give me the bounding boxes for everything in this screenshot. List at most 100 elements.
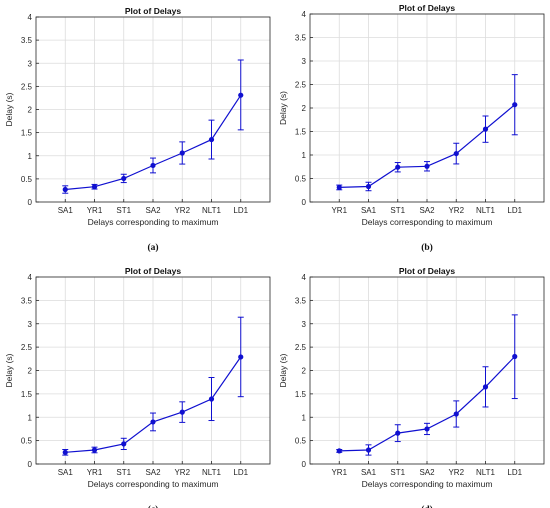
data-point (365, 183, 372, 190)
x-tick-label: LD1 (507, 206, 522, 215)
y-tick-label: 0.5 (21, 175, 33, 184)
x-tick-label: ST1 (116, 206, 131, 215)
chart-title: Plot of Delays (399, 3, 455, 13)
data-point (179, 409, 185, 415)
data-point (150, 419, 156, 425)
x-axis-label: Delays corresponding to maximum (88, 217, 219, 227)
data-point (121, 175, 127, 182)
y-tick-label: 2.5 (21, 343, 33, 352)
y-tick-label: 4 (302, 273, 307, 282)
x-tick-label: NLT1 (476, 206, 496, 215)
x-tick-label: NLT1 (476, 468, 496, 477)
data-point (453, 150, 459, 157)
x-tick-label: ST1 (116, 468, 131, 477)
y-tick-label: 4 (302, 10, 307, 19)
y-tick-label: 4 (28, 13, 33, 22)
x-tick-label: SA1 (58, 468, 74, 477)
x-tick-label: SA2 (145, 206, 161, 215)
data-point (512, 102, 518, 108)
y-tick-label: 2.5 (295, 81, 307, 90)
y-tick-label: 1.5 (295, 128, 307, 137)
y-tick-label: 2.5 (295, 343, 307, 352)
y-tick-label: 3 (28, 59, 33, 68)
panel-caption: (a) (147, 242, 158, 253)
chart-panel-b: 0 0.5 1 1.5 2 2.5 3 3.5 4 YR1 SA1 ST1 SA2 YR2 NLT1 LD1 P… (278, 3, 545, 253)
y-tick-label: 0.5 (21, 437, 33, 446)
data-point (424, 163, 430, 169)
y-tick-label: 3.5 (21, 36, 33, 45)
y-tick-label: 1 (28, 413, 33, 422)
y-axis-label: Delay (s) (278, 353, 288, 387)
data-point (395, 430, 401, 436)
x-tick-label: YR1 (87, 206, 103, 215)
y-tick-label: 4 (28, 273, 33, 282)
y-tick-label: 2 (302, 367, 307, 376)
x-tick-label: SA1 (361, 206, 377, 215)
data-point (336, 184, 342, 191)
x-tick-label: SA2 (419, 206, 435, 215)
x-tick-label: ST1 (390, 206, 405, 215)
data-point (453, 411, 459, 417)
chart-title: Plot of Delays (125, 266, 181, 276)
x-axis-label: Delays corresponding to maximum (362, 479, 493, 489)
data-point (208, 396, 215, 402)
y-tick-label: 0 (28, 460, 33, 469)
data-point (179, 150, 185, 156)
data-point (365, 447, 372, 453)
chart-title: Plot of Delays (399, 266, 455, 276)
panel-caption: (d) (421, 504, 433, 508)
y-tick-label: 1.5 (21, 390, 33, 399)
x-tick-label: ST1 (390, 468, 405, 477)
x-tick-label: YR1 (331, 468, 347, 477)
x-axis-label: Delays corresponding to maximum (362, 217, 493, 227)
x-tick-label: LD1 (233, 468, 248, 477)
y-tick-label: 3 (28, 320, 33, 329)
y-tick-label: 1 (302, 151, 307, 160)
y-tick-label: 0 (28, 198, 33, 207)
x-axis-label: Delays corresponding to maximum (88, 479, 219, 489)
data-point (512, 353, 518, 360)
y-axis-label: Delay (s) (4, 353, 14, 387)
data-point (395, 164, 401, 170)
chart-panel-a: 0 0.5 1 1.5 2 2.5 3 3.5 4 SA1 YR1 ST1 SA2 YR2 NLT1 LD1 P… (4, 6, 271, 253)
y-tick-label: 3.5 (21, 296, 33, 305)
chart-panel-d: 0 0.5 1 1.5 2 2.5 3 3.5 4 YR1 SA1 ST1 SA2 YR2 NLT1 LD1 P… (278, 266, 545, 508)
data-point (336, 448, 342, 454)
panel-caption: (c) (148, 504, 159, 508)
y-tick-label: 2 (28, 367, 33, 376)
x-tick-label: SA2 (145, 468, 161, 477)
x-tick-label: YR2 (174, 468, 190, 477)
x-tick-label: NLT1 (202, 206, 222, 215)
y-axis-label: Delay (s) (4, 92, 14, 126)
x-tick-label: SA1 (361, 468, 377, 477)
x-tick-label: LD1 (507, 468, 522, 477)
y-axis-label: Delay (s) (278, 91, 288, 125)
data-point (482, 126, 489, 132)
data-point (424, 426, 430, 432)
data-point (91, 447, 98, 453)
x-tick-label: LD1 (233, 206, 248, 215)
x-tick-label: SA2 (419, 468, 435, 477)
data-point (150, 162, 156, 169)
y-tick-label: 1 (302, 413, 307, 422)
y-tick-label: 0.5 (295, 437, 307, 446)
data-point (238, 354, 244, 360)
y-tick-label: 0 (302, 198, 307, 207)
y-tick-label: 3.5 (295, 296, 307, 305)
x-tick-label: YR1 (331, 206, 347, 215)
data-point (91, 184, 98, 190)
y-tick-label: 0.5 (295, 175, 307, 184)
x-tick-label: NLT1 (202, 468, 222, 477)
y-tick-label: 1.5 (21, 129, 33, 138)
data-point (208, 136, 215, 143)
y-tick-label: 0 (302, 460, 307, 469)
data-point (121, 441, 127, 447)
panel-caption: (b) (421, 242, 433, 253)
x-tick-label: YR1 (87, 468, 103, 477)
y-tick-label: 2.5 (21, 82, 33, 91)
y-tick-label: 3.5 (295, 34, 307, 43)
x-tick-label: YR2 (448, 468, 464, 477)
chart-title: Plot of Delays (125, 6, 181, 16)
y-tick-label: 2 (302, 104, 307, 113)
